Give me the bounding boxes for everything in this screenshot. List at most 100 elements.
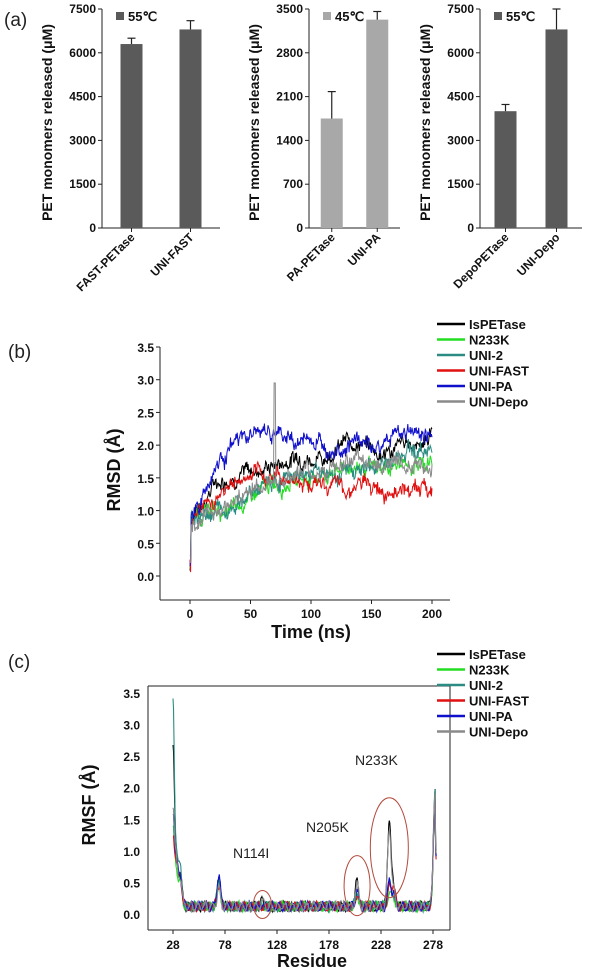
y-tick-label: 7500 [69,2,96,16]
y-tick-label: 1.5 [137,472,154,486]
legend-label-UNI-Depo: UNI-Depo [469,725,528,740]
bar-UNI-Depo [545,29,568,228]
y-tick-label: 4500 [447,90,474,104]
legend-label-IsPETase: IsPETase [469,647,526,662]
y-tick-label: 1500 [447,177,474,191]
x-axis-title: Residue [277,951,347,971]
bar-FAST-PETase [120,44,143,228]
temp-legend-swatch [116,12,124,20]
legend-label-N233K: N233K [469,333,510,348]
legend-label-UNI-Depo: UNI-Depo [469,395,528,410]
annotation-label-N205K: N205K [306,819,349,835]
rmsf-series-UNI-Depo [172,793,437,914]
y-tick-label: 2800 [276,46,303,60]
y-tick-label: 1.5 [123,813,140,827]
bar-DepoPETase [494,111,517,228]
legend-label-UNI-2: UNI-2 [469,348,503,363]
legend-label-UNI-2: UNI-2 [469,678,503,693]
y-tick-label: 4500 [69,90,96,104]
y-tick-label: 2.5 [137,406,154,420]
y-tick-label: 1.0 [123,845,140,859]
y-tick-label: 3.5 [137,341,154,355]
rmsd-series-UNI-Depo [189,382,433,563]
y-tick-label: 0.5 [123,876,140,890]
y-tick-label: 6000 [447,46,474,60]
panel-label-a: (a) [4,10,27,31]
category-label-UNI-PA: UNI-PA [345,230,384,269]
y-tick-label: 1400 [276,133,303,147]
x-tick-label: 100 [301,607,321,621]
category-label-PA-PETase: PA-PETase [284,230,338,284]
x-tick-label: 78 [218,938,232,952]
bar-chart-2: 0 700 1400 2100 2800 3500 PET monomers release… [246,2,400,284]
x-tick-label: 200 [422,607,442,621]
temp-legend-swatch [494,12,502,20]
bar-charts: 0 1500 3000 4500 6000 7500 PET monomers releas… [39,2,582,294]
x-axis-title: Time (ns) [271,622,351,642]
rmsd-series-UNI-2 [189,438,433,557]
x-tick-label: 50 [244,607,258,621]
y-axis-title: RMSF (Å) [79,765,99,846]
legend-label-N233K: N233K [469,663,510,678]
annotation-label-N233K: N233K [355,752,398,768]
x-tick-label: 28 [166,938,180,952]
y-axis-title: PET monomers released (μM) [39,24,55,221]
y-tick-label: 2.0 [123,782,140,796]
y-tick-label: 0.5 [137,537,154,551]
bar-UNI-FAST [179,29,202,228]
x-tick-label: 178 [319,938,339,952]
rmsd-series-UNI-PA [189,423,433,567]
legend-label-UNI-PA: UNI-PA [469,709,513,724]
y-tick-label: 3000 [447,133,474,147]
y-axis-title: RMSD (Å) [104,429,124,512]
legend-label-UNI-FAST: UNI-FAST [469,364,529,379]
category-label-UNI-Depo: UNI-Depo [514,230,563,279]
y-tick-label: 2.0 [137,439,154,453]
rmsd-series-IsPETase [189,426,433,571]
y-axis-title: PET monomers released (μM) [417,24,433,221]
temp-legend-label: 55℃ [128,9,157,24]
x-tick-label: 278 [423,938,443,952]
annotation-ellipse-N233K [369,797,409,899]
y-tick-label: 700 [283,177,303,191]
y-tick-label: 0.0 [123,908,140,922]
y-tick-label: 2100 [276,90,303,104]
bar-chart-1: 0 1500 3000 4500 6000 7500 PET monomers releas… [39,2,220,294]
y-tick-label: 1500 [69,177,96,191]
rmsf-series-UNI-2 [172,698,437,915]
legend-label-UNI-PA: UNI-PA [469,379,513,394]
legend-label-IsPETase: IsPETase [469,317,526,332]
x-tick-label: 128 [267,938,287,952]
temp-legend-label: 55℃ [506,9,535,24]
x-tick-label: 0 [187,607,194,621]
y-tick-label: 0.0 [137,570,154,584]
panel-label-b: (b) [8,342,31,363]
panel-label-c: (c) [8,652,30,673]
y-tick-label: 3000 [69,133,96,147]
y-tick-label: 0 [467,221,474,235]
rmsf-series-IsPETase [172,744,437,914]
annotation-ellipse-N114I [252,890,272,920]
x-tick-label: 228 [371,938,391,952]
y-tick-label: 3500 [276,2,303,16]
y-tick-label: 6000 [69,46,96,60]
bar-UNI-PA [366,19,389,228]
rmsd-series-UNI-FAST [189,460,433,573]
y-axis-title: PET monomers released (μM) [246,24,262,221]
y-tick-label: 3.5 [123,687,140,701]
x-tick-label: 150 [361,607,381,621]
y-tick-label: 2.5 [123,750,140,764]
bar-PA-PETase [320,118,343,228]
legend-label-UNI-FAST: UNI-FAST [469,694,529,709]
y-tick-label: 3.0 [137,374,154,388]
y-tick-label: 3.0 [123,719,140,733]
category-label-DepoPETase: DepoPETase [450,230,511,291]
rmsf-series-UNI-FAST [172,801,437,913]
bar-chart-3: 0 1500 3000 4500 6000 7500 PET monomers releas… [417,2,582,291]
temp-legend-label: 45℃ [335,9,364,24]
y-tick-label: 1.0 [137,505,154,519]
y-tick-label: 0 [89,221,96,235]
category-label-FAST-PETase: FAST-PETase [74,230,138,294]
temp-legend-swatch [323,12,331,20]
